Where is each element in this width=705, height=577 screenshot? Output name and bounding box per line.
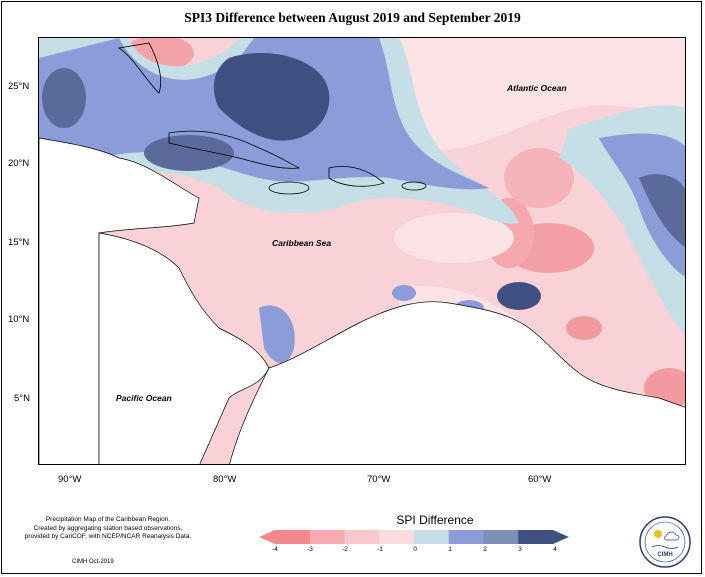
contour-blue-east bbox=[599, 133, 685, 277]
legend-tick: 3 bbox=[518, 546, 522, 553]
map-graphic bbox=[39, 38, 685, 464]
contour-blue-panama bbox=[259, 305, 295, 363]
land-jamaica bbox=[268, 181, 310, 195]
legend-swatch bbox=[379, 530, 415, 544]
contour-darkblue-east bbox=[639, 174, 685, 247]
contour-light-atlantic bbox=[376, 38, 685, 150]
legend-arrow-left bbox=[259, 530, 275, 544]
contour-light-center bbox=[394, 213, 514, 263]
credits-line-2: Created by aggregating station based obs… bbox=[33, 524, 183, 532]
legend-tick: 1 bbox=[448, 546, 452, 553]
credits-line-3: provided by CariCOF, with NCEP/NCAR Rean… bbox=[24, 533, 192, 540]
legend-swatch bbox=[414, 530, 450, 544]
lat-tick-25: 25°N bbox=[8, 81, 30, 92]
lon-tick-80: 80°W bbox=[213, 474, 237, 485]
legend-swatch bbox=[275, 530, 311, 544]
label-caribbean-sea: Caribbean Sea bbox=[272, 238, 332, 248]
label-atlantic-ocean: Atlantic Ocean bbox=[507, 83, 567, 93]
logo-text: CIMH bbox=[657, 552, 672, 558]
contour-pink-spot1 bbox=[566, 316, 602, 340]
legend-arrow-right bbox=[553, 530, 569, 544]
label-pacific-ocean: Pacific Ocean bbox=[116, 393, 172, 403]
lat-tick-10: 10°N bbox=[8, 314, 30, 325]
land-cuba bbox=[168, 130, 301, 169]
land-central-america-south bbox=[98, 232, 270, 464]
legend-tick: -2 bbox=[342, 546, 348, 553]
credits-date: CIMH Oct-2019 bbox=[72, 559, 114, 565]
lon-tick-90: 90°W bbox=[58, 474, 82, 485]
sun-icon bbox=[654, 530, 662, 538]
lat-tick-20: 20°N bbox=[8, 158, 30, 169]
legend-swatch bbox=[344, 530, 380, 544]
legend-title: SPI Difference bbox=[396, 513, 474, 527]
legend-swatch bbox=[448, 530, 484, 544]
lon-tick-70: 70°W bbox=[367, 474, 391, 485]
contour-pink-mid bbox=[504, 148, 574, 208]
lon-tick-60: 60°W bbox=[528, 474, 552, 485]
legend-swatch bbox=[483, 530, 519, 544]
legend-tick: 0 bbox=[413, 546, 417, 553]
land-hispaniola bbox=[328, 166, 385, 187]
legend-tick-labels: -4 -3 -2 -1 0 1 2 3 4 bbox=[272, 546, 557, 556]
land-puerto-rico bbox=[401, 181, 427, 191]
legend-tick: 2 bbox=[483, 546, 487, 553]
lat-tick-5: 5°N bbox=[14, 393, 30, 404]
legend-tick: -4 bbox=[272, 546, 278, 553]
map-panel: Atlantic Ocean Caribbean Sea Pacific Oce… bbox=[38, 37, 686, 465]
land-central-america bbox=[39, 137, 200, 464]
contour-darkblue-trinidad bbox=[497, 282, 541, 310]
cimh-logo: CIMH bbox=[639, 516, 691, 568]
contour-darkblue-cuba bbox=[144, 135, 234, 171]
contour-darkblue-bahamas bbox=[213, 53, 330, 141]
land-south-america bbox=[229, 301, 685, 464]
credits-line-1: Precipitation Map of the Caribbean Regio… bbox=[45, 516, 171, 523]
cloud-icon bbox=[664, 531, 680, 541]
lat-tick-15: 15°N bbox=[8, 237, 30, 248]
contour-darkblue-west bbox=[42, 68, 86, 128]
land-florida bbox=[117, 42, 162, 94]
legend-swatch bbox=[518, 530, 554, 544]
legend-colorbar bbox=[259, 530, 569, 544]
credits-block: Precipitation Map of the Caribbean Regio… bbox=[18, 516, 198, 542]
legend-tick: 4 bbox=[553, 546, 557, 553]
contour-blue-aruba bbox=[392, 285, 416, 301]
legend-tick: -1 bbox=[377, 546, 383, 553]
map-title: SPI3 Difference between August 2019 and … bbox=[184, 10, 521, 25]
legend-tick: -3 bbox=[307, 546, 313, 553]
legend-swatch bbox=[309, 530, 345, 544]
